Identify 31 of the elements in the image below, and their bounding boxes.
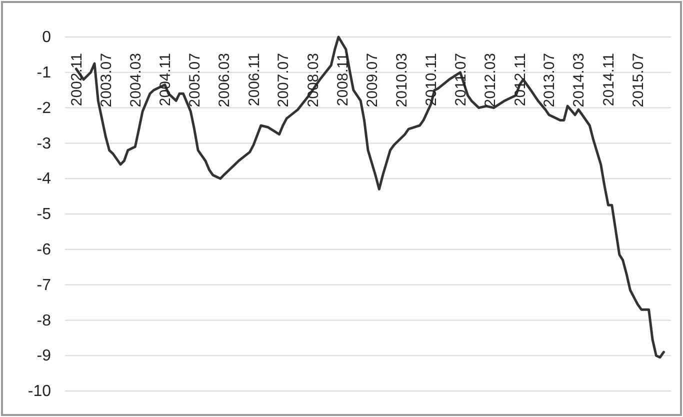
x-tick-label: 2006.03 <box>216 53 234 108</box>
y-tick-label: -2 <box>36 100 52 117</box>
x-tick-label: 2010.03 <box>393 53 410 108</box>
x-tick-label: 2012.03 <box>482 53 500 108</box>
x-tick-label: 2006.11 <box>246 53 263 106</box>
y-tick-label: 0 <box>42 29 52 46</box>
x-tick-label: 2012.11 <box>512 53 529 106</box>
y-tick-label: -3 <box>36 135 52 152</box>
x-tick-label: 2008.03 <box>304 53 322 108</box>
x-tick-label: 2004.11 <box>157 53 174 106</box>
x-tick-label: 2013.07 <box>541 53 558 108</box>
y-tick-label: -10 <box>28 383 52 400</box>
x-tick-label: 2007.07 <box>275 53 292 108</box>
x-tick-label: 2015.07 <box>630 53 647 108</box>
x-tick-label: 2011.07 <box>452 53 470 106</box>
y-tick-label: -7 <box>36 276 52 294</box>
y-tick-label: -6 <box>36 242 52 259</box>
x-tick-label: 2009.07 <box>364 53 381 108</box>
y-tick-label: -1 <box>36 64 52 82</box>
x-tick-label: 2004.03 <box>127 53 144 108</box>
x-tick-label: 2014.11 <box>600 53 618 106</box>
y-tick-label: -4 <box>36 170 52 188</box>
x-tick-label: 2008.11 <box>334 53 352 106</box>
x-tick-label: 2003.07 <box>98 53 115 108</box>
y-tick-label: -8 <box>36 312 52 330</box>
x-tick-label: 2005.07 <box>186 53 204 108</box>
y-tick-label: -9 <box>36 348 52 365</box>
x-tick-label: 2014.03 <box>570 53 588 108</box>
y-tick-label: -5 <box>36 206 52 224</box>
x-tick-label: 2002.11 <box>68 53 86 106</box>
x-tick-label: 2010.11 <box>423 53 440 106</box>
